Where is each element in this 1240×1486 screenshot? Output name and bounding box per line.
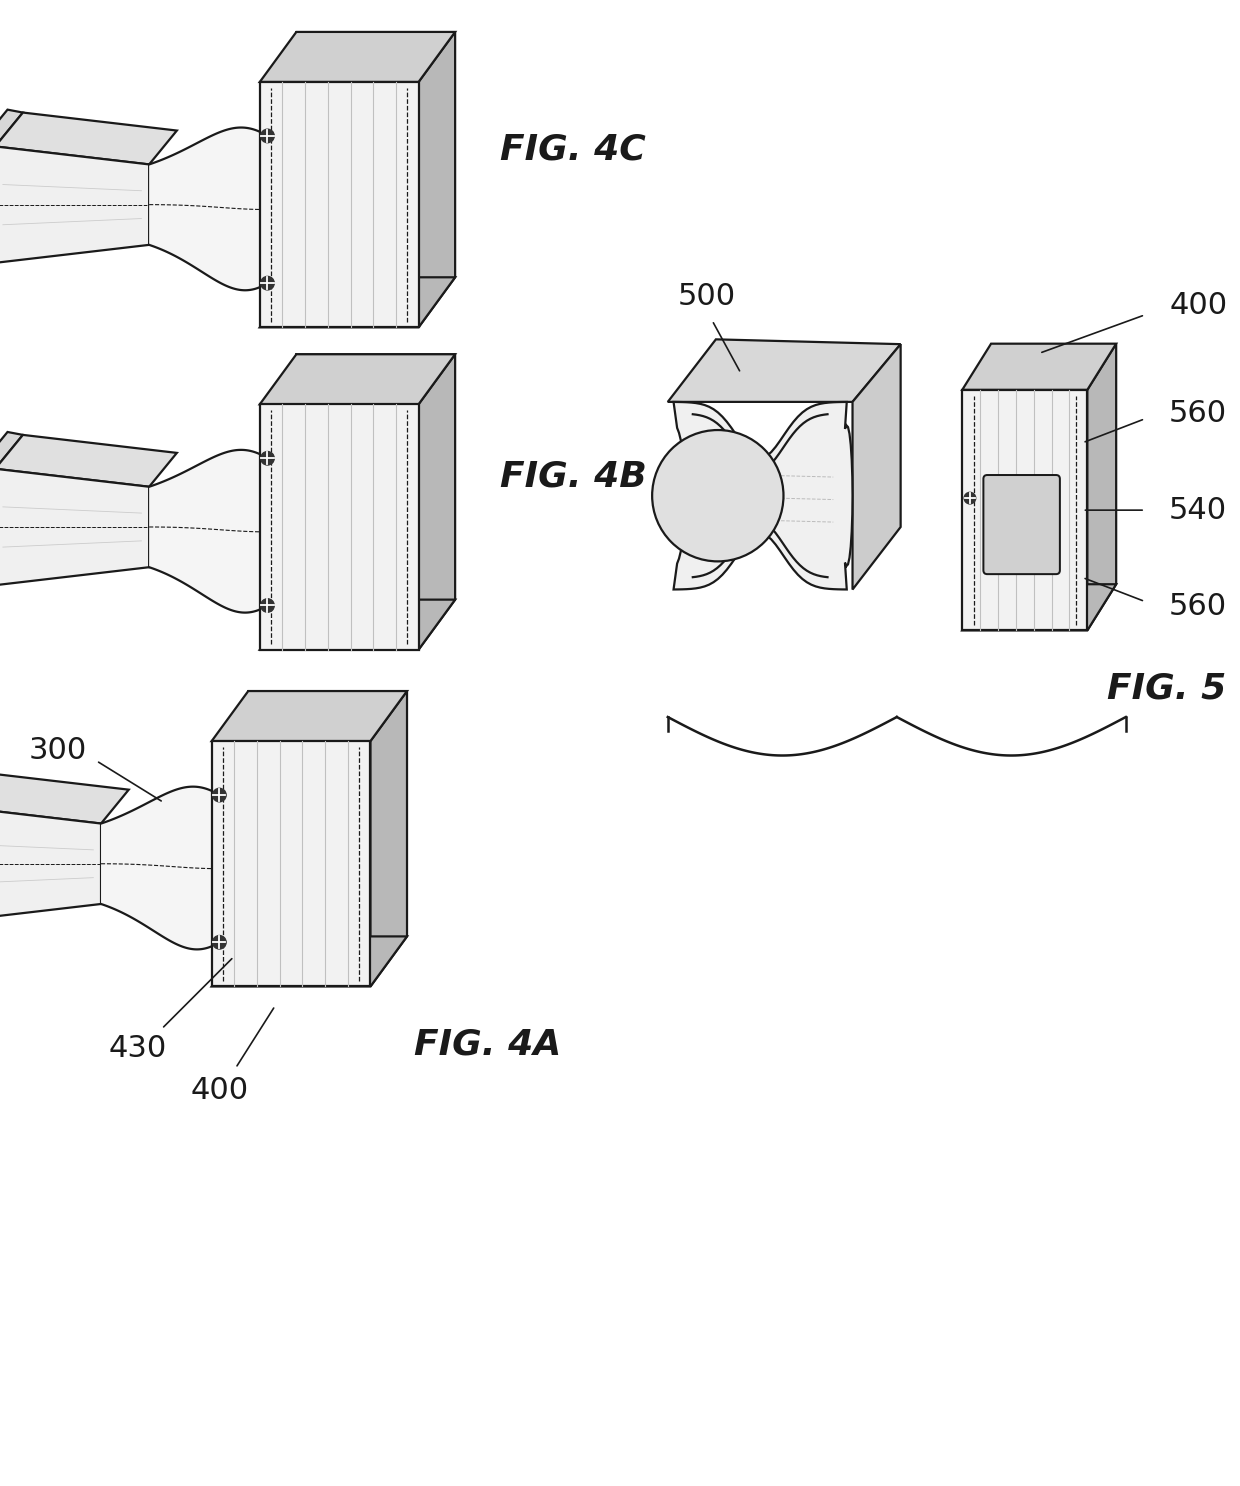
- Polygon shape: [149, 450, 268, 612]
- Polygon shape: [0, 432, 22, 468]
- Text: 500: 500: [677, 282, 735, 311]
- Circle shape: [260, 452, 274, 465]
- Polygon shape: [668, 339, 900, 401]
- Polygon shape: [673, 401, 853, 590]
- Polygon shape: [419, 354, 455, 649]
- Polygon shape: [260, 31, 455, 82]
- Polygon shape: [0, 771, 129, 823]
- Circle shape: [260, 129, 274, 143]
- Text: 300: 300: [29, 737, 87, 765]
- Polygon shape: [212, 742, 371, 987]
- Circle shape: [212, 788, 226, 802]
- Polygon shape: [212, 691, 407, 742]
- Polygon shape: [0, 147, 149, 263]
- Polygon shape: [260, 354, 455, 404]
- Polygon shape: [212, 936, 407, 987]
- Text: 400: 400: [1169, 291, 1228, 319]
- Circle shape: [260, 599, 274, 612]
- Polygon shape: [0, 468, 149, 585]
- Circle shape: [212, 936, 226, 950]
- Polygon shape: [0, 435, 177, 487]
- Polygon shape: [371, 691, 407, 987]
- Polygon shape: [853, 345, 900, 590]
- Polygon shape: [962, 343, 1116, 389]
- Circle shape: [260, 276, 274, 290]
- Text: 560: 560: [1169, 400, 1228, 428]
- Polygon shape: [100, 786, 219, 950]
- Polygon shape: [1087, 343, 1116, 630]
- Circle shape: [652, 429, 784, 562]
- Text: 540: 540: [1169, 496, 1228, 525]
- Text: FIG. 4B: FIG. 4B: [501, 459, 647, 493]
- Text: FIG. 4C: FIG. 4C: [501, 132, 646, 166]
- Polygon shape: [0, 110, 22, 147]
- Text: 560: 560: [1169, 591, 1228, 621]
- Polygon shape: [419, 31, 455, 327]
- Circle shape: [965, 492, 976, 504]
- FancyBboxPatch shape: [983, 476, 1060, 574]
- Text: FIG. 5: FIG. 5: [1106, 672, 1226, 706]
- Text: FIG. 4A: FIG. 4A: [414, 1027, 560, 1061]
- Polygon shape: [260, 600, 455, 649]
- Polygon shape: [260, 82, 419, 327]
- Polygon shape: [0, 113, 177, 165]
- Text: 400: 400: [191, 1076, 249, 1106]
- Polygon shape: [260, 278, 455, 327]
- Polygon shape: [149, 128, 268, 290]
- Text: 430: 430: [108, 1034, 166, 1062]
- Polygon shape: [0, 805, 100, 921]
- Polygon shape: [260, 404, 419, 649]
- Polygon shape: [962, 584, 1116, 630]
- Polygon shape: [962, 389, 1087, 630]
